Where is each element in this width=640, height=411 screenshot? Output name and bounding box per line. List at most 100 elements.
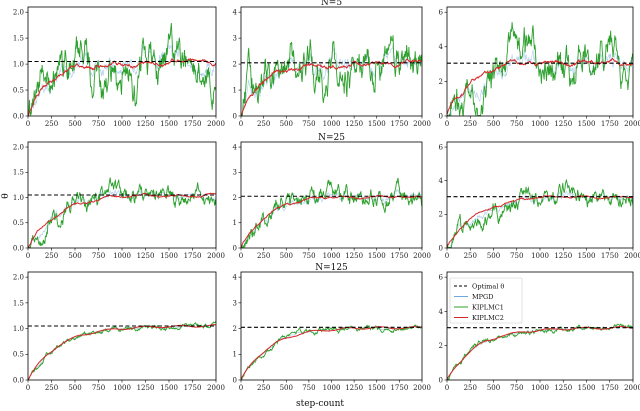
x-tick-label: 1500 <box>368 120 386 128</box>
x-tick-label: 750 <box>510 252 523 260</box>
y-tick-label: 2.0 <box>13 9 24 17</box>
legend-label: KIPLMC1 <box>472 303 504 311</box>
y-tick-label: 6 <box>439 143 444 151</box>
y-tick-label: 0 <box>439 112 443 120</box>
series-kiplmc2-line <box>241 194 422 248</box>
series-kiplmc2-line <box>447 194 633 248</box>
x-tick-label: 1250 <box>345 252 363 260</box>
y-tick-label: 0 <box>439 376 443 384</box>
panel-r1-c0: 0 250 500 750 1000 1250 1500 1750 2000 0.0 0.5 1.0 1… <box>13 141 225 260</box>
x-tick-label: 1000 <box>323 384 341 392</box>
x-tick-label: 1000 <box>323 120 341 128</box>
x-tick-label: 1750 <box>601 384 619 392</box>
x-tick-label: 1250 <box>137 120 155 128</box>
x-tick-label: 2000 <box>413 384 431 392</box>
x-tick-label: 1750 <box>390 120 408 128</box>
series-kiplmc2-line <box>241 58 422 116</box>
x-tick-label: 1500 <box>578 384 596 392</box>
x-tick-label: 1500 <box>160 120 178 128</box>
x-tick-label: 1750 <box>390 252 408 260</box>
y-tick-label: 3 <box>233 299 237 307</box>
x-tick-label: 1500 <box>578 252 596 260</box>
y-tick-label: 0.5 <box>13 351 24 359</box>
y-tick-label: 0 <box>439 244 443 252</box>
y-tick-label: 4 <box>439 43 444 51</box>
legend-box <box>449 277 523 324</box>
x-tick-label: 1000 <box>113 252 131 260</box>
x-tick-label: 1000 <box>531 252 549 260</box>
x-tick-label: 1750 <box>184 120 202 128</box>
x-tick-label: 1750 <box>601 120 619 128</box>
x-tick-label: 250 <box>257 384 270 392</box>
x-tick-label: 750 <box>92 252 105 260</box>
y-tick-label: 1 <box>233 351 237 359</box>
x-tick-label: 1000 <box>531 120 549 128</box>
x-tick-label: 500 <box>487 384 500 392</box>
x-tick-label: 0 <box>445 120 449 128</box>
x-tick-label: 2000 <box>413 120 431 128</box>
y-axis-label: θ <box>1 193 11 198</box>
x-tick-label: 1000 <box>113 120 131 128</box>
x-tick-label: 1250 <box>554 252 572 260</box>
x-tick-label: 750 <box>510 120 523 128</box>
row-title: N=125 <box>315 263 348 273</box>
y-tick-label: 4 <box>439 308 444 316</box>
series-kiplmc1-line <box>447 22 633 116</box>
x-tick-label: 1750 <box>184 384 202 392</box>
x-tick-label: 0 <box>239 120 243 128</box>
x-tick-label: 500 <box>68 384 81 392</box>
y-tick-label: 3 <box>233 35 237 43</box>
x-tick-label: 0 <box>26 120 30 128</box>
x-tick-label: 750 <box>302 384 315 392</box>
x-tick-label: 0 <box>445 252 449 260</box>
series-mpgd-line <box>28 324 216 380</box>
x-tick-label: 250 <box>45 384 58 392</box>
x-tick-label: 1750 <box>601 252 619 260</box>
x-axis-label: step-count <box>296 399 344 409</box>
x-tick-label: 2000 <box>624 384 640 392</box>
x-tick-label: 1500 <box>160 252 178 260</box>
x-tick-label: 2000 <box>413 252 431 260</box>
panel-r0-c2: 0 250 500 750 1000 1250 1500 1750 2000 0 2 4 6 <box>439 6 640 128</box>
x-tick-label: 1250 <box>554 120 572 128</box>
series-kiplmc1-line <box>28 177 216 248</box>
y-tick-label: 2 <box>233 194 237 202</box>
series-kiplmc1-line <box>241 324 422 380</box>
panel-series <box>447 323 633 380</box>
panel-r1-c2: 0 250 500 750 1000 1250 1500 1750 2000 0 2 4 6 <box>439 141 640 260</box>
x-tick-label: 1750 <box>184 252 202 260</box>
y-tick-label: 1.0 <box>13 60 24 68</box>
y-tick-label: 0.0 <box>13 112 24 120</box>
x-tick-label: 750 <box>92 384 105 392</box>
panel-r2-c0: 0 250 500 750 1000 1250 1500 1750 2000 0.0 0.5 1.0 1… <box>13 271 225 392</box>
x-tick-label: 1000 <box>323 252 341 260</box>
x-tick-label: 250 <box>45 252 58 260</box>
panel-r0-c0: 0 250 500 750 1000 1250 1500 1750 2000 0.0 0.5 1.0 1… <box>13 6 225 128</box>
y-tick-label: 1.0 <box>13 325 24 333</box>
y-tick-label: 6 <box>439 9 444 17</box>
series-kiplmc1-line <box>241 35 422 116</box>
legend-label: MPGD <box>472 293 493 301</box>
panel-r2-c1: 0 250 500 750 1000 1250 1500 1750 2000 0 1 2 3 4 N=125 <box>233 263 431 392</box>
x-tick-label: 1750 <box>390 384 408 392</box>
x-tick-label: 1250 <box>345 120 363 128</box>
x-tick-label: 250 <box>464 384 477 392</box>
x-tick-label: 0 <box>239 384 243 392</box>
x-tick-label: 0 <box>239 252 243 260</box>
y-tick-label: 2 <box>233 60 237 68</box>
series-kiplmc1-line <box>28 23 216 116</box>
panel-r1-c1: 0 250 500 750 1000 1250 1500 1750 2000 0 1 2 3 4 N=25 <box>233 133 431 260</box>
y-tick-label: 1.0 <box>13 194 24 202</box>
series-kiplmc2-line <box>28 192 216 248</box>
x-tick-label: 500 <box>68 252 81 260</box>
y-tick-label: 1 <box>233 86 237 94</box>
y-tick-label: 1.5 <box>13 169 24 177</box>
panel-series <box>28 320 216 380</box>
series-kiplmc2-line <box>241 326 422 380</box>
series-kiplmc2-line <box>447 325 633 380</box>
x-tick-label: 250 <box>257 120 270 128</box>
y-tick-label: 2.0 <box>13 274 24 282</box>
legend-label: KIPLMC2 <box>472 314 504 322</box>
x-tick-label: 1500 <box>160 384 178 392</box>
